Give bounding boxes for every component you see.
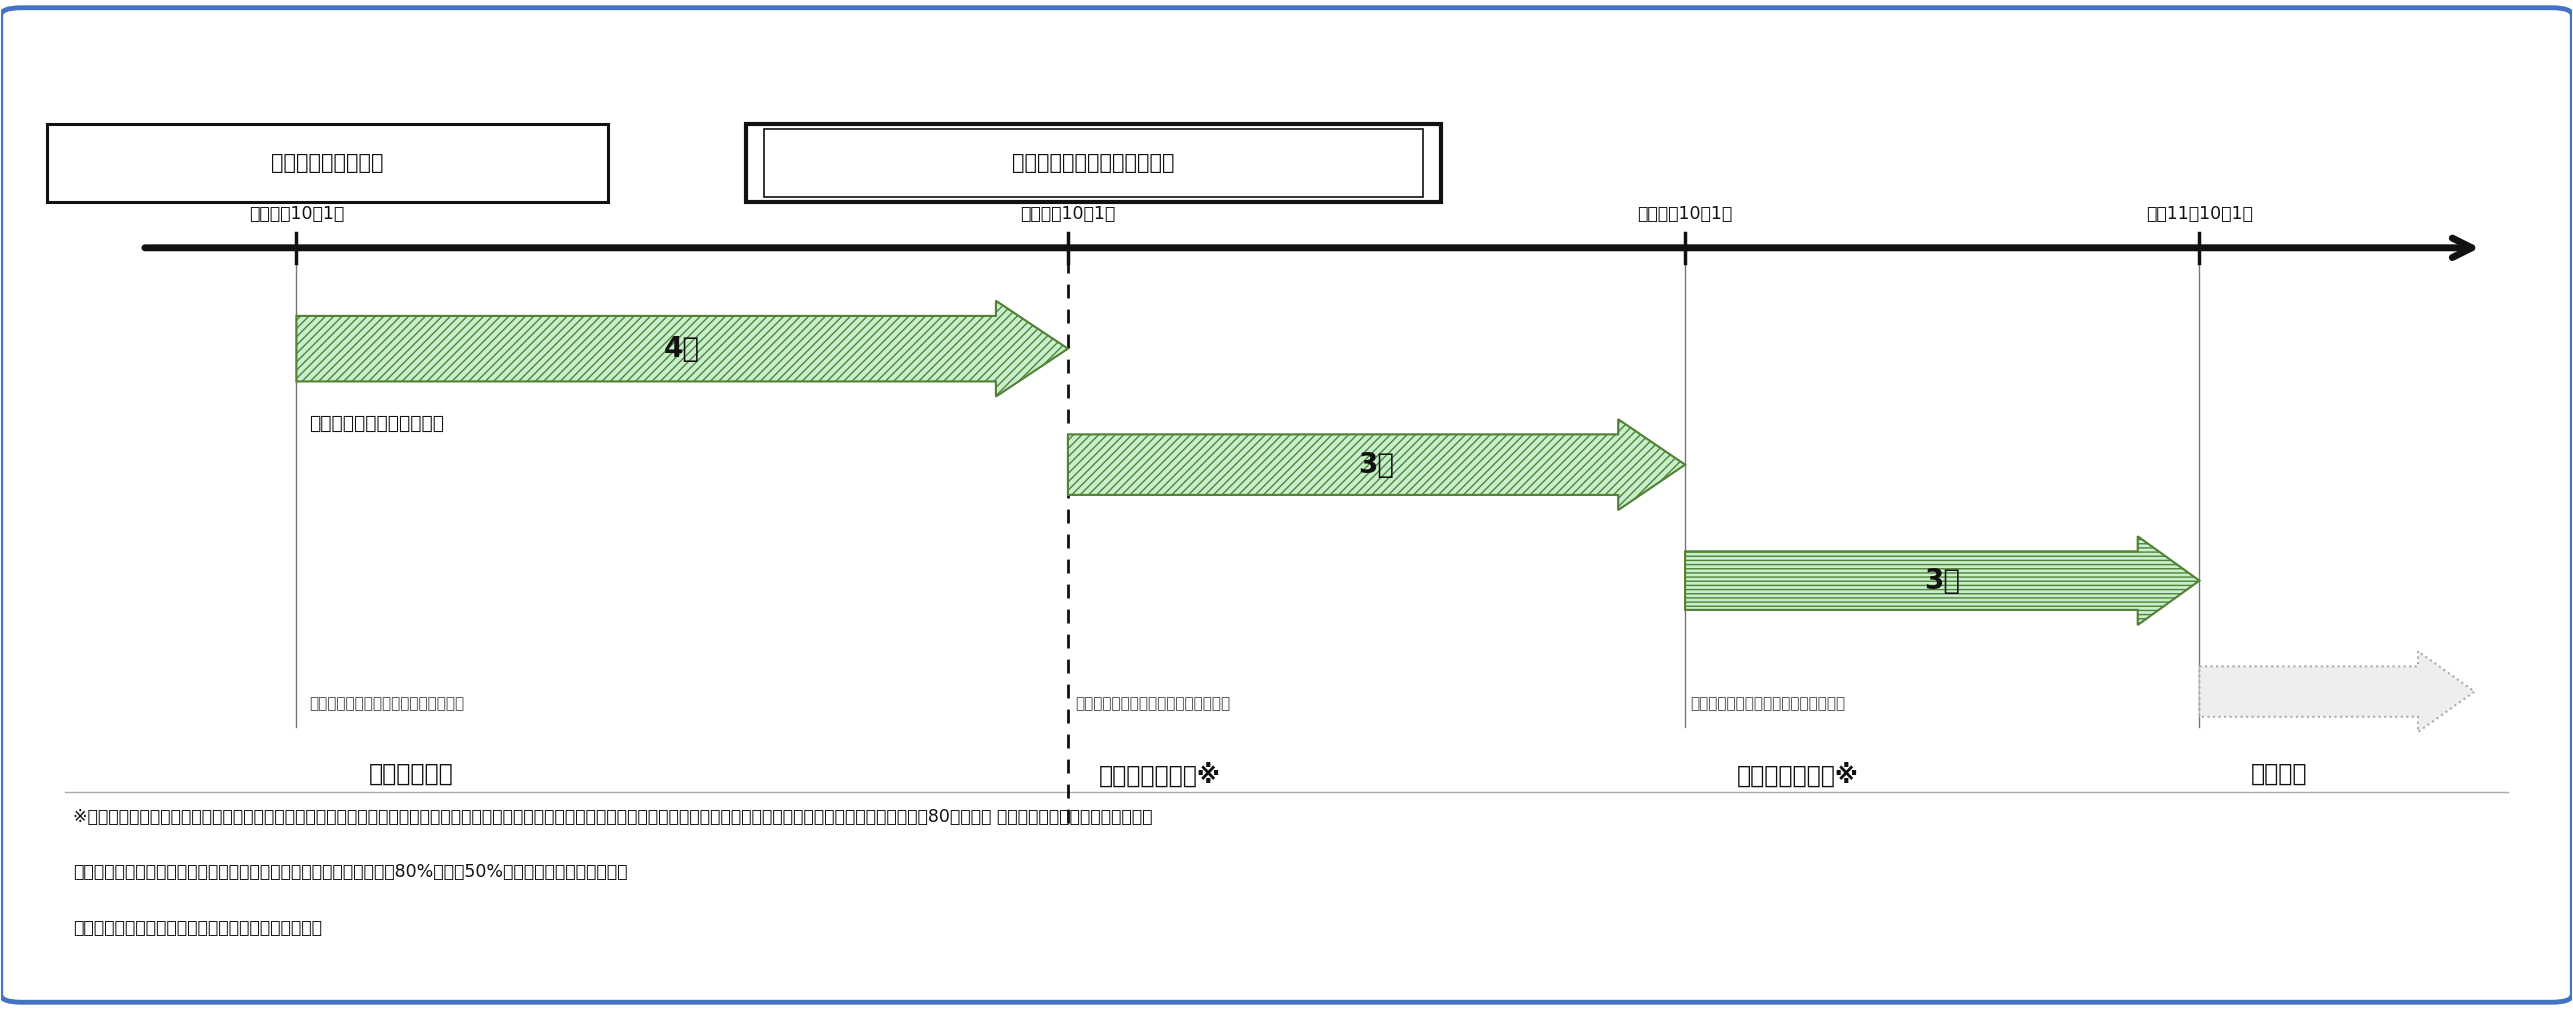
Bar <box>46 124 607 202</box>
Text: 令和元年10月1日: 令和元年10月1日 <box>250 205 345 222</box>
Polygon shape <box>1068 419 1685 510</box>
Text: ※　この経過措置による仕入税額控除の適用に当たっては、免税事業者等から受領する区分記載請求書と同様の事項が記載された請求書等の保存とこの経過措置の適用を受ける旨: ※ この経過措置による仕入税額控除の適用に当たっては、免税事業者等から受領する区… <box>72 808 1153 825</box>
Text: 令和11年10月1日: 令和11年10月1日 <box>2146 205 2254 222</box>
Bar <box>746 124 1441 202</box>
FancyBboxPatch shape <box>0 8 2573 1002</box>
Polygon shape <box>296 301 1068 397</box>
Polygon shape <box>2200 651 2475 732</box>
Text: 令和５年10月1日: 令和５年10月1日 <box>1021 205 1117 222</box>
Bar <box>764 128 1423 198</box>
Text: 適格請求書等保存方式の開始: 適格請求書等保存方式の開始 <box>1011 154 1176 173</box>
Text: 4年: 4年 <box>664 334 700 363</box>
Text: 令和８年10月1日: 令和８年10月1日 <box>1636 205 1732 222</box>
Text: ５０％控除可能※: ５０％控除可能※ <box>1737 763 1858 788</box>
Text: 控除不可: 控除不可 <box>2251 763 2308 786</box>
Text: 区分記載請求書等保存方式: 区分記載請求書等保存方式 <box>309 414 445 433</box>
Text: 全額控除可能: 全額控除可能 <box>368 763 453 786</box>
Text: 項が記載された請求書等の保存とこの経過措置の適用を受ける旨（80%控除・50%控除の特例を受ける課税仕: 項が記載された請求書等の保存とこの経過措置の適用を受ける旨（80%控除・50%控… <box>72 864 628 881</box>
Text: 軽減税率制度の実施: 軽減税率制度の実施 <box>270 154 383 173</box>
Text: 3年: 3年 <box>1359 450 1395 479</box>
Text: 免税事業者等からの課税仕入れにつき: 免税事業者等からの課税仕入れにつき <box>1690 697 1845 712</box>
Text: 入れである旨）を記載した帳簿の保存が必要です。: 入れである旨）を記載した帳簿の保存が必要です。 <box>72 918 322 936</box>
Text: 免税事業者等からの課税仕入れにつき: 免税事業者等からの課税仕入れにつき <box>1076 697 1230 712</box>
Text: 3年: 3年 <box>1925 567 1961 595</box>
Polygon shape <box>1685 536 2200 625</box>
Text: ８０％控除可能※: ８０％控除可能※ <box>1099 763 1220 788</box>
Text: 免税事業者等からの課税仕入れにつき: 免税事業者等からの課税仕入れにつき <box>309 697 463 712</box>
